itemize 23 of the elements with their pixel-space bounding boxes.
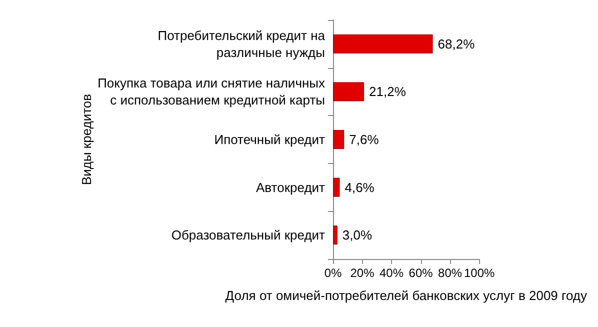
data-label: 21,2% [369, 84, 406, 100]
x-tick-label: 60% [408, 266, 434, 280]
x-tick-label: 80% [438, 266, 462, 280]
bar [333, 34, 433, 54]
y-tick-label: Ипотечный кредит [214, 132, 326, 147]
data-label: 7,6% [349, 132, 380, 147]
y-tick-label: Покупка товара или снятие наличных с использованием кредитной карты [98, 76, 326, 108]
x-tick-label: 0% [324, 266, 342, 280]
y-tick-label: Потребительский кредит на различные нужды [158, 28, 326, 60]
y-tick-label: Образовательный кредит [171, 228, 326, 243]
data-label: 3,0% [342, 228, 372, 243]
bar [333, 178, 340, 197]
x-tick-label: 20% [350, 266, 375, 280]
y-tick-label: Автокредит [256, 180, 326, 195]
bar [333, 226, 338, 245]
x-axis-title: Доля от омичей-потребителей банковских услуг в 2009 году [225, 288, 588, 303]
bar [333, 82, 364, 102]
data-label: 4,6% [344, 180, 375, 195]
y-axis-title: Виды кредитов [79, 94, 94, 186]
x-tick-label: 100% [464, 266, 495, 280]
x-tick-label: 40% [380, 266, 404, 280]
bar [333, 130, 344, 149]
data-label: 68,2% [438, 36, 476, 52]
